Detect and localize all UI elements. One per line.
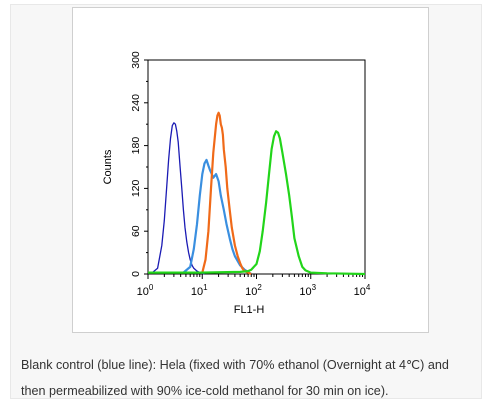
histogram-panel: 0 60 120 180 240 300 100 101 102 103 104 Counts F… [72, 7, 429, 333]
y-tick-label: 240 [130, 94, 142, 112]
x-tick-base: 10 [137, 286, 149, 298]
x-axis-label: FL1-H [234, 304, 265, 316]
x-tick-base: 10 [299, 286, 311, 298]
x-tick-exponent: 4 [366, 283, 371, 292]
y-tick-label: 180 [130, 137, 142, 155]
series-line-1 [151, 122, 205, 275]
figure-caption: Blank control (blue line): Hela (fixed w… [21, 358, 449, 398]
x-tick-label: 104 [354, 283, 371, 298]
y-axis-label: Counts [102, 149, 114, 184]
x-tick-label: 102 [245, 283, 262, 298]
x-tick-label: 101 [191, 283, 208, 298]
x-tick-label: 103 [299, 283, 316, 298]
x-tick-exponent: 2 [257, 283, 262, 292]
x-tick-base: 10 [354, 286, 366, 298]
x-tick-exponent: 0 [149, 283, 154, 292]
y-tick-label: 0 [130, 271, 142, 277]
x-tick-exponent: 1 [203, 283, 208, 292]
series-line-3 [201, 111, 252, 276]
x-tick-base: 10 [191, 286, 203, 298]
x-tick-label: 100 [137, 283, 154, 298]
series-layer [148, 111, 366, 276]
x-tick-exponent: 3 [312, 283, 317, 292]
x-tick-base: 10 [245, 286, 257, 298]
y-tick-label: 120 [130, 179, 142, 197]
series-line-2 [182, 158, 252, 275]
series-line-4 [148, 130, 366, 276]
y-axis: 0 60 120 180 240 300 [130, 51, 148, 277]
x-axis: 100 101 102 103 104 [137, 274, 371, 298]
y-tick-label: 300 [130, 51, 142, 69]
figure-container: 0 60 120 180 240 300 100 101 102 103 104 Counts F… [10, 4, 482, 399]
y-tick-label: 60 [130, 225, 142, 237]
